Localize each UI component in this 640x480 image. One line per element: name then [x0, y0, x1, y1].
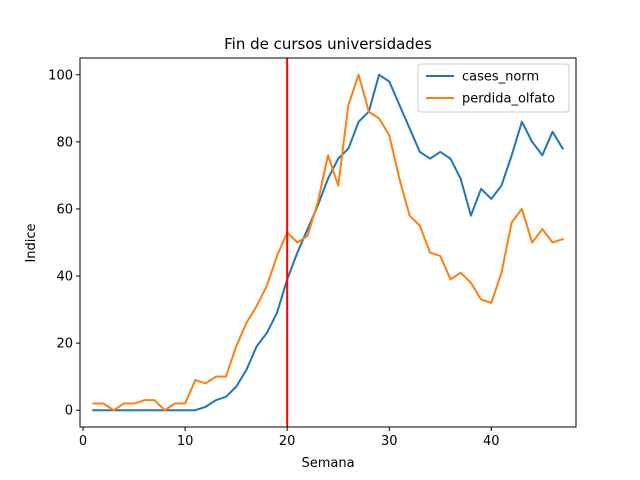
y-tick-label: 60: [56, 202, 73, 217]
x-tick-label: 30: [381, 434, 398, 449]
x-axis-label: Semana: [301, 456, 354, 471]
legend-box: [417, 63, 570, 113]
legend: cases_norm perdida_olfato: [417, 63, 570, 113]
y-tick-label: 20: [56, 337, 73, 352]
x-tick-label: 10: [177, 434, 194, 449]
y-tick-label: 40: [56, 270, 73, 285]
x-tick-label: 0: [79, 434, 87, 449]
x-tick-label: 20: [279, 434, 296, 449]
y-tick-label: 0: [65, 404, 73, 419]
plot-area: 0 10 20 30 40 0 20 40 60 80 100: [48, 57, 577, 449]
y-tick-label: 80: [56, 135, 73, 150]
legend-label-perdida-olfato: perdida_olfato: [462, 92, 555, 107]
y-tick-label: 100: [48, 68, 73, 83]
chart-title: Fin de cursos universidades: [224, 35, 432, 53]
legend-label-cases-norm: cases_norm: [462, 70, 539, 85]
plot-frame: [79, 57, 577, 428]
series-line-cases-norm: [92, 73, 565, 412]
x-tick-label: 40: [483, 434, 500, 449]
y-axis-label: Indice: [24, 223, 39, 262]
series-line-perdida-olfato: [92, 73, 564, 412]
